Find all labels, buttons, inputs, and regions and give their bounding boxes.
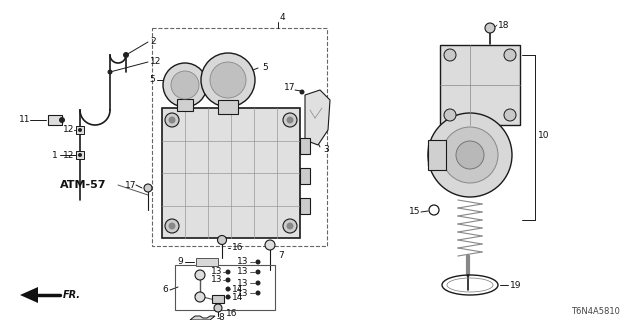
Text: 5: 5 [262,63,268,73]
Circle shape [108,69,113,75]
Circle shape [195,270,205,280]
Polygon shape [190,316,215,320]
Circle shape [504,109,516,121]
Circle shape [300,90,305,94]
Circle shape [163,63,207,107]
Bar [428,140,446,170]
Polygon shape [20,287,38,303]
Circle shape [210,62,246,98]
Circle shape [504,49,516,61]
Text: 8: 8 [218,314,224,320]
Bar [177,99,193,111]
Circle shape [225,269,230,275]
Text: 7: 7 [278,251,284,260]
Circle shape [225,294,230,300]
Text: 18: 18 [498,20,509,29]
Bar [300,198,310,214]
Circle shape [456,141,484,169]
Circle shape [428,113,512,197]
Circle shape [283,219,297,233]
Text: 4: 4 [280,13,285,22]
Text: T6N4A5810: T6N4A5810 [571,308,620,316]
Circle shape [265,240,275,250]
Circle shape [287,222,294,229]
Circle shape [442,127,498,183]
Circle shape [444,49,456,61]
Circle shape [165,219,179,233]
Polygon shape [305,90,330,145]
Circle shape [195,292,205,302]
Text: 13: 13 [237,258,248,267]
Circle shape [168,116,175,124]
Text: 17: 17 [284,84,295,92]
Text: 11: 11 [19,116,30,124]
Circle shape [78,153,82,157]
Circle shape [283,113,297,127]
Bar [175,265,275,310]
Text: 14: 14 [232,292,243,301]
Circle shape [485,23,495,33]
Text: 13: 13 [237,278,248,287]
Circle shape [165,113,179,127]
Text: 16: 16 [232,244,243,252]
Text: 6: 6 [163,285,168,294]
Circle shape [225,286,230,292]
Circle shape [214,304,222,312]
Bar [196,258,218,266]
Bar [212,295,224,303]
Circle shape [255,269,260,275]
Bar [76,151,84,159]
Circle shape [255,260,260,265]
Circle shape [78,128,82,132]
Text: ATM-57: ATM-57 [60,180,106,190]
Text: 9: 9 [177,258,183,267]
Bar [300,138,310,154]
Circle shape [255,281,260,285]
Text: 16: 16 [226,308,237,317]
Text: 3: 3 [323,146,329,155]
Circle shape [171,71,199,99]
Text: 5: 5 [149,76,155,84]
Circle shape [444,109,456,121]
Bar [218,100,238,114]
Text: 1: 1 [52,150,58,159]
Bar [300,168,310,184]
Text: 15: 15 [408,207,420,217]
Circle shape [255,291,260,295]
Text: FR.: FR. [63,290,81,300]
Circle shape [218,236,227,244]
Text: 13: 13 [237,289,248,298]
Circle shape [123,52,129,58]
Text: 19: 19 [510,281,522,290]
Bar [162,108,300,238]
Circle shape [168,222,175,229]
Circle shape [201,53,255,107]
Text: 12: 12 [63,125,74,134]
Circle shape [287,116,294,124]
Text: 17: 17 [125,180,136,189]
Bar [48,115,62,125]
Bar [152,28,327,246]
Circle shape [144,184,152,192]
Text: 2: 2 [150,37,156,46]
Bar [440,45,520,125]
Text: 12: 12 [150,58,161,67]
Text: 12: 12 [63,150,74,159]
Circle shape [59,117,65,123]
Circle shape [225,277,230,283]
Text: 10: 10 [538,131,550,140]
Text: 13: 13 [211,276,222,284]
Text: 13: 13 [211,268,222,276]
Bar [76,126,84,134]
Text: 14: 14 [232,284,243,293]
Text: 13: 13 [237,268,248,276]
